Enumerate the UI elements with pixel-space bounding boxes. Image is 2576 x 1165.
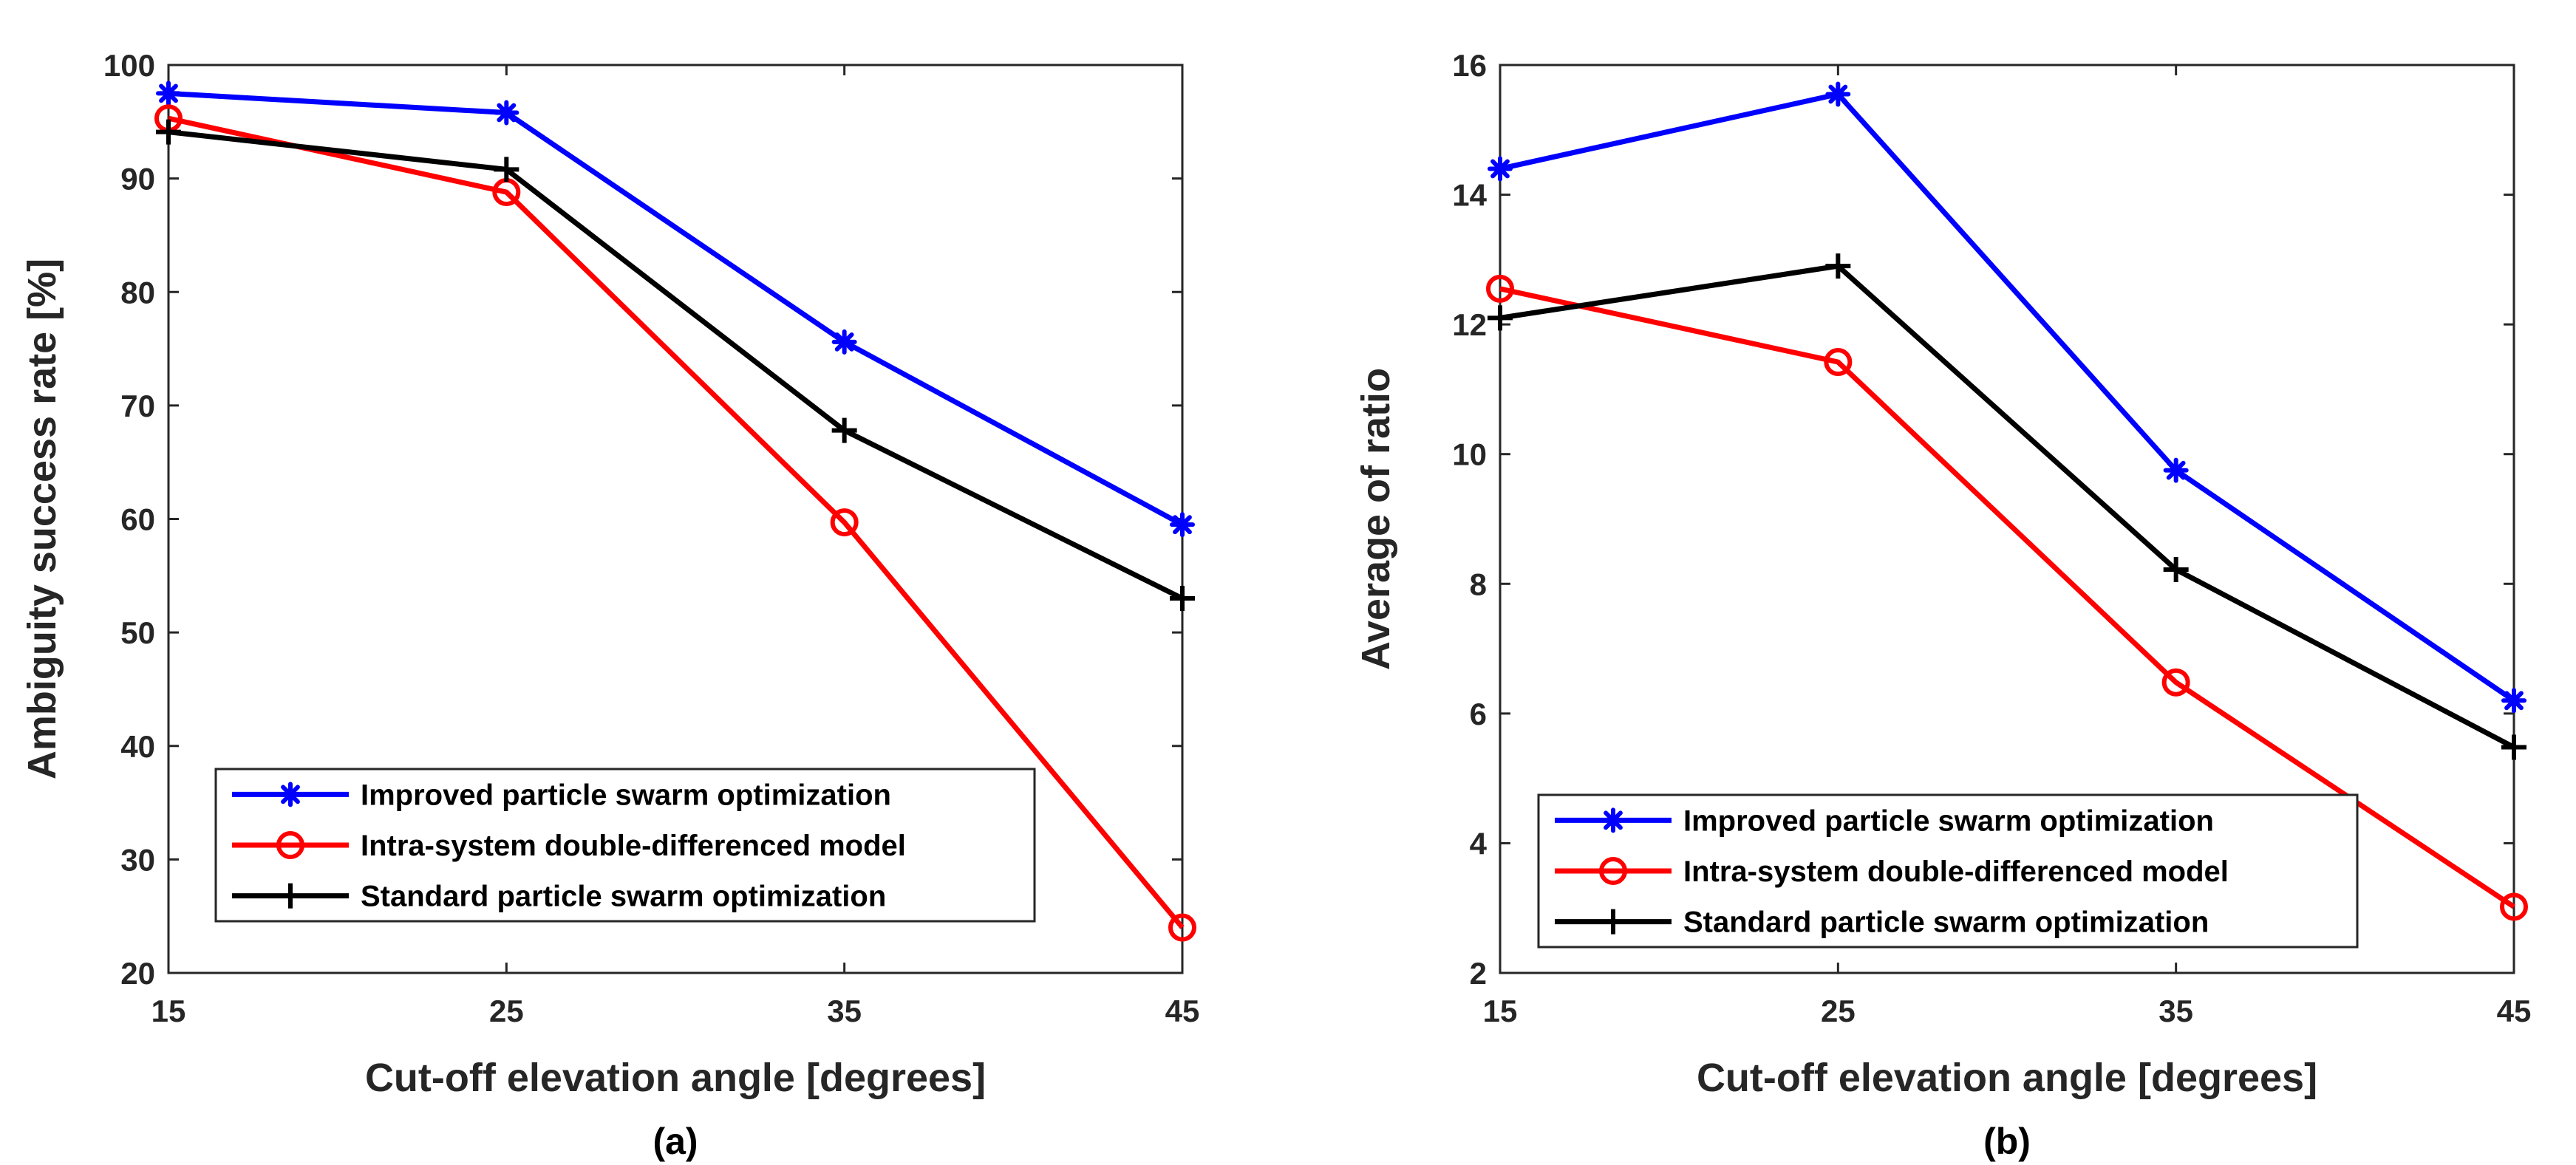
circle-marker-shape <box>2161 668 2190 697</box>
panel-b-average-of-ratio: 15 25 35 45 2 4 6 8 10 12 14 16 Cut-off elevation an… <box>1354 48 2531 1162</box>
x-axis-label: Cut-off elevation angle [degrees] <box>365 1056 986 1100</box>
data-point-asterisk <box>2163 457 2189 483</box>
series-improved-particle-swarm-optimization <box>156 81 1195 538</box>
circle-marker-shape <box>276 831 304 859</box>
y-tick-label: 50 <box>120 615 155 650</box>
y-tick-label: 60 <box>120 502 155 537</box>
legend-swatch-marker <box>278 883 303 909</box>
y-tick-label: 70 <box>120 389 155 423</box>
y-axis-label: Ambiguity success rate [%] <box>20 259 64 779</box>
legend-box <box>214 768 1036 923</box>
circle-marker-shape <box>1168 913 1196 942</box>
y-axis-label: Average of ratio <box>1354 368 1398 670</box>
asterisk-marker-stroke <box>834 332 854 352</box>
data-point-circle <box>2500 892 2528 921</box>
data-point-asterisk <box>1825 81 1851 107</box>
x-tick-label: 45 <box>2497 994 2532 1028</box>
circle-marker-shape <box>830 508 859 537</box>
y-tick-label: 4 <box>1470 826 1488 861</box>
data-point-plus <box>2163 556 2189 582</box>
data-point-asterisk <box>156 81 181 106</box>
asterisk-marker-stroke <box>2166 460 2186 480</box>
panel-caption: (b) <box>1983 1121 2031 1162</box>
y-tick-label: 20 <box>120 956 155 991</box>
data-point-asterisk <box>831 329 857 355</box>
legend: Improved particle swarm optimization Intr… <box>1537 793 2359 949</box>
data-point-plus <box>831 417 857 443</box>
series-line <box>168 90 1184 527</box>
x-tick-label: 35 <box>827 994 862 1028</box>
legend-entry-label: Intra-system double-differenced model <box>361 830 906 862</box>
data-point-circle <box>1824 348 1853 377</box>
asterisk-marker-stroke <box>497 103 517 123</box>
asterisk-marker-stroke <box>1490 159 1510 179</box>
data-point-asterisk <box>1488 156 1513 182</box>
legend-swatch-marker <box>1601 807 1626 833</box>
series-line <box>1499 263 2515 750</box>
asterisk-marker-stroke <box>1173 515 1192 535</box>
asterisk-marker-stroke <box>281 785 300 804</box>
y-tick-label: 90 <box>120 162 155 197</box>
x-tick-label: 25 <box>489 994 524 1028</box>
y-tick-label: 12 <box>1452 307 1487 342</box>
series-improved-particle-swarm-optimization <box>1488 81 2526 714</box>
legend-entry-label: Intra-system double-differenced model <box>1683 855 2229 888</box>
legend-entry-label: Improved particle swarm optimization <box>1683 804 2214 837</box>
series-line <box>168 115 1185 929</box>
data-point-plus <box>1170 586 1195 612</box>
legend-swatch-marker <box>276 831 304 859</box>
circle-marker-shape <box>1486 274 1514 303</box>
data-point-plus <box>1825 253 1851 279</box>
data-point-plus <box>1488 305 1513 331</box>
legend: Improved particle swarm optimization Intr… <box>214 768 1036 923</box>
y-tick-label: 6 <box>1470 697 1487 731</box>
data-point-plus <box>156 119 181 145</box>
asterisk-marker-stroke <box>159 83 178 103</box>
circle-marker-shape <box>2500 892 2528 921</box>
x-tick-label: 45 <box>1165 994 1200 1028</box>
legend-swatch-marker <box>278 782 303 807</box>
y-tick-label: 8 <box>1470 567 1487 601</box>
series-line <box>1499 92 2515 703</box>
panel-a-ambiguity-success-rate: 15 25 35 45 20 30 40 50 60 70 80 90 100 Cut-off eleva… <box>20 48 1199 1162</box>
x-axis-label: Cut-off elevation angle [degrees] <box>1697 1056 2317 1100</box>
data-point-circle <box>1486 274 1514 303</box>
data-point-plus <box>2501 734 2526 760</box>
circle-marker-shape <box>1599 857 1627 885</box>
legend-entry-label: Improved particle swarm optimization <box>361 779 891 811</box>
data-point-circle <box>830 508 859 537</box>
legend-swatch-marker <box>1601 909 1626 935</box>
x-tick-label: 15 <box>1483 994 1518 1028</box>
asterisk-marker-stroke <box>1604 810 1623 830</box>
data-point-circle <box>1168 913 1196 942</box>
data-point-asterisk <box>2501 688 2526 714</box>
panel-caption: (a) <box>652 1121 698 1162</box>
data-point-asterisk <box>494 100 519 126</box>
y-tick-label: 10 <box>1452 437 1487 472</box>
asterisk-marker-stroke <box>2504 691 2524 711</box>
x-tick-label: 25 <box>1821 994 1856 1028</box>
legend-entry-label: Standard particle swarm optimization <box>361 881 886 913</box>
x-tick-label: 35 <box>2158 994 2193 1028</box>
asterisk-marker-stroke <box>1828 84 1848 104</box>
legend-box <box>1537 793 2359 949</box>
y-tick-label: 2 <box>1470 956 1487 991</box>
series-standard-particle-swarm-optimization <box>156 119 1195 612</box>
y-tick-label: 80 <box>120 275 155 310</box>
y-tick-label: 16 <box>1452 48 1487 83</box>
y-tick-label: 40 <box>120 729 155 764</box>
circle-marker-shape <box>1824 348 1853 377</box>
legend-swatch-marker <box>1599 857 1627 885</box>
legend-entry-label: Standard particle swarm optimization <box>1683 906 2209 939</box>
data-point-plus <box>494 157 519 182</box>
series-standard-particle-swarm-optimization <box>1488 253 2526 760</box>
x-tick-label: 15 <box>151 994 186 1028</box>
y-tick-label: 30 <box>120 842 155 877</box>
y-tick-label: 100 <box>103 48 155 83</box>
series-line <box>168 129 1184 601</box>
y-tick-label: 14 <box>1452 178 1487 213</box>
data-point-asterisk <box>1170 512 1195 538</box>
data-point-circle <box>2161 668 2190 697</box>
